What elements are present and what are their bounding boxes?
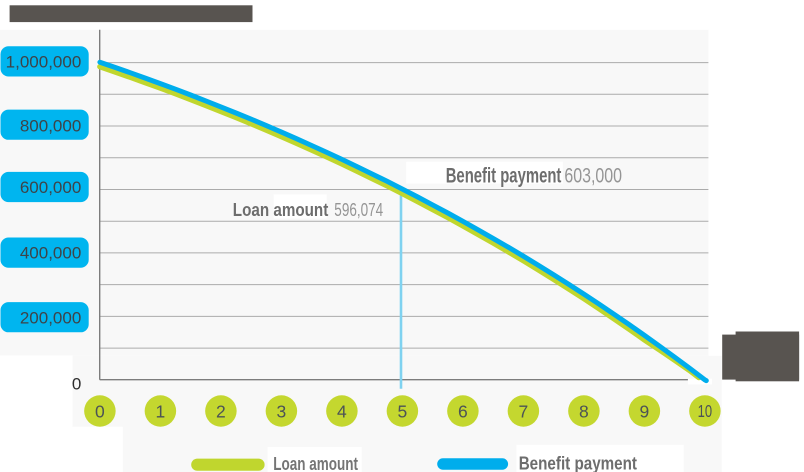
svg-text:596,074: 596,074: [334, 200, 383, 220]
svg-text:600,000: 600,000: [20, 178, 81, 197]
svg-text:200,000: 200,000: [20, 308, 81, 327]
svg-text:0: 0: [95, 401, 105, 421]
svg-text:6: 6: [458, 401, 468, 421]
svg-text:Benefit payment: Benefit payment: [446, 164, 562, 187]
svg-text:4: 4: [337, 401, 347, 421]
svg-text:5: 5: [398, 401, 408, 421]
svg-text:7: 7: [519, 401, 529, 421]
svg-text:9: 9: [640, 401, 650, 421]
svg-text:3: 3: [277, 401, 287, 421]
svg-text:0: 0: [72, 375, 81, 394]
svg-text:8: 8: [579, 401, 589, 421]
svg-text:10: 10: [698, 401, 713, 421]
svg-text:800,000: 800,000: [20, 116, 81, 135]
svg-text:Loan amount: Loan amount: [233, 200, 328, 220]
svg-text:Benefit payment: Benefit payment: [519, 454, 637, 472]
svg-text:2: 2: [216, 401, 226, 421]
svg-text:1: 1: [156, 401, 166, 421]
svg-text:Loan amount: Loan amount: [273, 454, 358, 472]
svg-text:400,000: 400,000: [20, 244, 81, 263]
svg-text:603,000: 603,000: [564, 164, 622, 187]
svg-text:1,000,000: 1,000,000: [6, 53, 82, 72]
